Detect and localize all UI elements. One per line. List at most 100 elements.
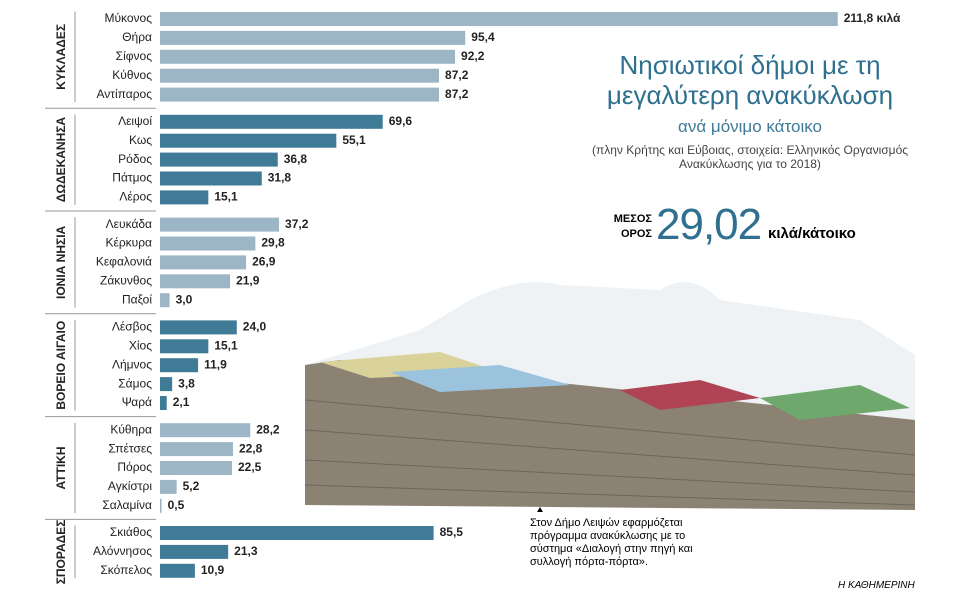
bar: [160, 30, 466, 45]
value-label: 26,9: [252, 255, 276, 269]
bin: [390, 365, 570, 392]
value-label: 95,4: [471, 30, 495, 44]
source: Η ΚΑΘΗΜΕΡΙΝΗ: [838, 580, 915, 591]
bar: [160, 236, 256, 251]
category-label: Λήμνος: [112, 357, 152, 371]
value-label: 22,5: [238, 460, 262, 474]
value-label: 211,8 κιλά: [844, 11, 901, 25]
bar: [160, 274, 231, 289]
category-label: Κύθνος: [112, 68, 152, 82]
value-label: 21,3: [234, 544, 258, 558]
value-label: 3,8: [178, 376, 195, 390]
value-label: 29,8: [261, 236, 285, 250]
bar: [160, 442, 233, 457]
category-label: Σκιάθος: [110, 525, 152, 539]
bar: [160, 68, 440, 83]
value-label: 11,9: [204, 357, 227, 371]
category-label: Θήρα: [122, 30, 152, 44]
bar: [160, 339, 209, 354]
value-label: 31,8: [268, 171, 292, 185]
group-label: ΑΤΤΙΚΗ: [54, 447, 68, 490]
note: (πλην Κρήτης και Εύβοιας, στοιχεία: Ελλη…: [591, 143, 909, 171]
category-label: Σκόπελος: [100, 563, 152, 577]
category-label: Λέρος: [119, 190, 152, 204]
category-label: Κεφαλονιά: [96, 255, 152, 269]
category-label: Μύκονος: [104, 11, 152, 25]
stone-lines: [304, 399, 916, 506]
value-label: 3,0: [176, 292, 193, 306]
value-label: 69,6: [389, 114, 413, 128]
bar: [160, 293, 170, 308]
value-label: 55,1: [342, 133, 366, 147]
value-label: 92,2: [461, 49, 485, 63]
value-label: 28,2: [256, 422, 280, 436]
value-label: 15,1: [214, 190, 238, 204]
value-label: 22,8: [239, 441, 263, 455]
bar: [160, 320, 237, 335]
group-label: ΒΟΡΕΙΟ ΑΙΓΑΙΟ: [54, 321, 68, 410]
group-label: ΙΟΝΙΑ ΝΗΣΙΑ: [54, 225, 68, 299]
category-label: Λέσβος: [112, 320, 152, 334]
category-label: Ψαρά: [122, 395, 152, 409]
value-label: 2,1: [173, 395, 190, 409]
category-label: Πόρος: [117, 460, 152, 474]
bar: [160, 544, 229, 559]
category-label: Αλόννησος: [93, 544, 152, 558]
value-label: 87,2: [445, 87, 469, 101]
value-label: 0,5: [168, 498, 185, 512]
bar: [160, 152, 278, 167]
bar: [160, 479, 177, 494]
caption-arrow: [537, 507, 543, 512]
stone-wall: [305, 360, 915, 510]
category-label: Κύθηρα: [110, 422, 152, 436]
bar: [160, 423, 251, 438]
category-label: Σάμος: [118, 376, 152, 390]
average-unit: κιλά/κάτοικο: [768, 225, 856, 242]
category-label: Αγκίστρι: [108, 479, 152, 493]
bar: [160, 49, 456, 64]
bar: [160, 563, 195, 578]
bar: [160, 133, 337, 148]
bar: [160, 377, 173, 392]
category-label: Λευκάδα: [106, 217, 152, 231]
bin: [620, 380, 760, 410]
bar: [160, 114, 383, 129]
bar: [160, 461, 232, 475]
bar: [160, 358, 199, 373]
value-label: 36,8: [284, 152, 308, 166]
value-label: 37,2: [285, 217, 309, 231]
category-label: Σίφνος: [116, 49, 153, 63]
group-label: ΣΠΟΡΑΔΕΣ: [54, 519, 68, 584]
bin: [760, 385, 910, 420]
value-label: 85,5: [440, 525, 464, 539]
value-label: 21,9: [236, 273, 260, 287]
category-label: Σπέτσες: [108, 441, 152, 455]
category-label: Πάτμος: [112, 171, 152, 185]
group-label: ΚΥΚΛΑΔΕΣ: [54, 24, 68, 90]
bar: [160, 498, 162, 513]
value-label: 87,2: [445, 68, 469, 82]
value-label: 5,2: [183, 479, 200, 493]
bar: [160, 396, 167, 410]
category-label: Σαλαμίνα: [102, 498, 152, 512]
category-label: Λειψοί: [118, 114, 152, 128]
subtitle: ανά μόνιμο κάτοικο: [678, 117, 822, 136]
value-label: 15,1: [214, 338, 238, 352]
bar: [160, 171, 262, 186]
category-label: Κέρκυρα: [105, 236, 152, 250]
bar: [160, 87, 440, 102]
category-label: Παξοί: [122, 292, 152, 306]
category-label: Ρόδος: [118, 152, 152, 166]
bar: [160, 255, 247, 270]
average-value: 29,02: [656, 200, 762, 249]
value-label: 24,0: [243, 320, 267, 334]
bar: [160, 12, 838, 26]
category-label: Ζάκυνθος: [100, 273, 152, 287]
chart-title: Νησιωτικοί δήμοι με τη μεγαλύτερη ανακύκ…: [606, 50, 894, 110]
average-label: ΜΕΣΟΣ ΟΡΟΣ: [613, 213, 652, 240]
bar: [160, 217, 280, 232]
group-label: ΔΩΔΕΚΑΝΗΣΑ: [54, 117, 68, 203]
category-label: Χίος: [129, 338, 152, 352]
